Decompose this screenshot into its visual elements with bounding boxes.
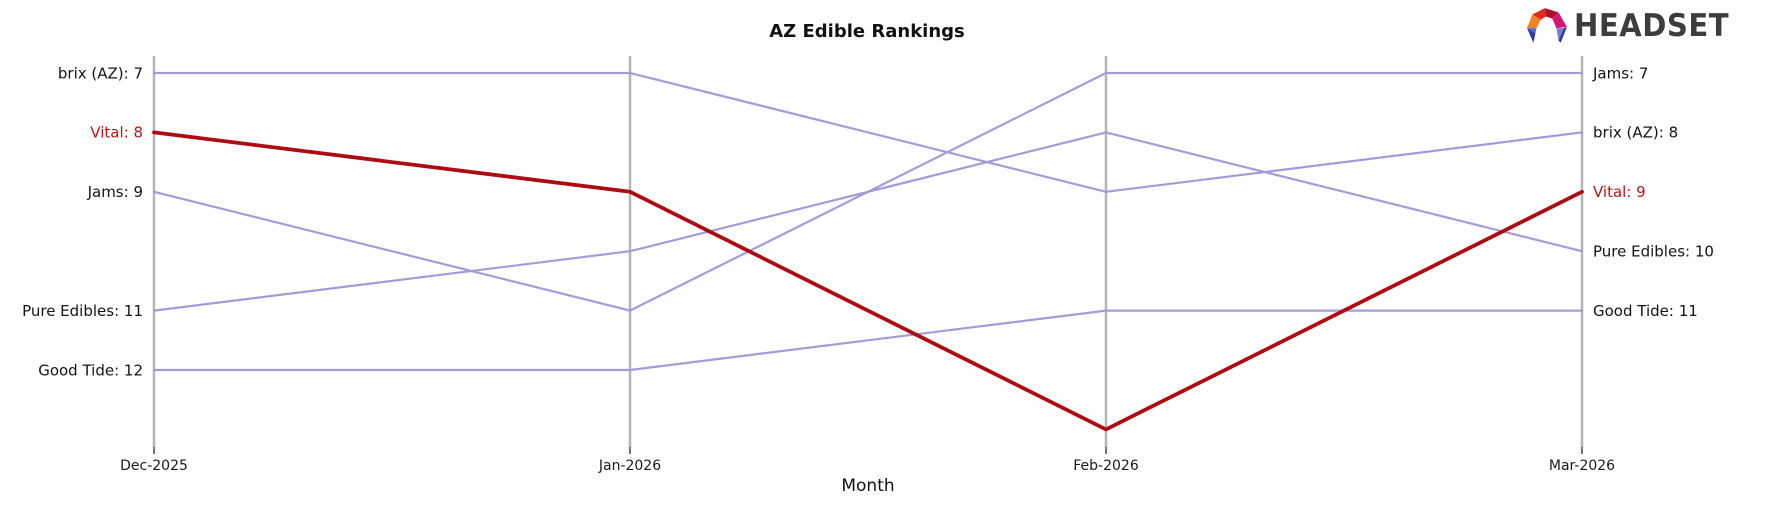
- headset-logo-text: HEADSET: [1574, 8, 1730, 44]
- series-line-pure-edibles: [152, 131, 1584, 312]
- chart-title: AZ Edible Rankings: [769, 21, 965, 42]
- series-line-good-tide: [152, 309, 1584, 372]
- logo-facet-left-slate: [1527, 28, 1537, 34]
- series-line-vital: [152, 130, 1584, 432]
- left-label-jams: Jams: 9: [87, 183, 143, 201]
- left-label-good-tide: Good Tide: 12: [38, 361, 143, 379]
- right-label-pure-edibles: Pure Edibles: 10: [1593, 242, 1714, 260]
- x-tick-label-dec-2025: Dec-2025: [120, 458, 188, 474]
- x-axis-title: Month: [841, 476, 895, 496]
- logo-facet-orange: [1527, 14, 1541, 29]
- x-tick-label-feb-2026: Feb-2026: [1073, 458, 1139, 474]
- series-line-brix-az: [152, 71, 1584, 193]
- headset-logo-icon: [1527, 8, 1567, 43]
- logo-facet-magenta: [1552, 12, 1567, 29]
- x-tick-label-mar-2026: Mar-2026: [1549, 458, 1615, 474]
- logo-facet-red: [1532, 8, 1546, 20]
- x-tick-label-jan-2026: Jan-2026: [598, 458, 661, 474]
- left-label-vital: Vital: 8: [90, 124, 143, 142]
- right-label-brix-az: brix (AZ): 8: [1593, 124, 1678, 142]
- right-label-jams: Jams: 7: [1592, 64, 1648, 82]
- logo-facet-crimson: [1544, 8, 1559, 19]
- left-label-pure-edibles: Pure Edibles: 11: [22, 302, 143, 320]
- right-label-vital: Vital: 9: [1593, 183, 1646, 201]
- logo-facet-right-periwinkle: [1556, 28, 1564, 41]
- right-label-good-tide: Good Tide: 11: [1593, 302, 1698, 320]
- left-label-brix-az: brix (AZ): 7: [58, 64, 143, 82]
- headset-logo: HEADSET: [1526, 7, 1739, 45]
- logo-facet-right-navy: [1558, 27, 1567, 43]
- logo-facet-left-navy: [1527, 28, 1536, 43]
